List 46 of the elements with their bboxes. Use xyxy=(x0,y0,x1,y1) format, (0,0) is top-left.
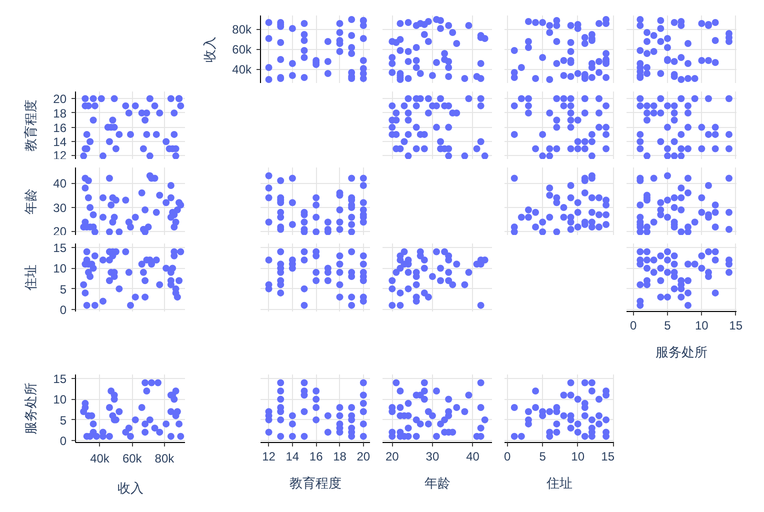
x-tick-label: 40k xyxy=(90,452,110,466)
y-tick-label: 80k xyxy=(232,22,252,36)
y-tick-label: 16 xyxy=(53,120,67,135)
y-axis-title: 年龄 xyxy=(23,188,38,214)
x-tick-label: 12 xyxy=(262,450,276,464)
y-tick-label: 20 xyxy=(53,92,67,106)
x-tick-label: 30 xyxy=(426,450,440,464)
y-tick-label: 5 xyxy=(60,282,67,296)
x-tick-label: 14 xyxy=(286,450,300,464)
x-axis-title: 收入 xyxy=(118,480,144,496)
y-tick-label: 30 xyxy=(53,200,67,215)
y-tick-label: 14 xyxy=(53,135,67,150)
x-tick-label: 40 xyxy=(466,450,480,464)
x-tick-label: 5 xyxy=(539,450,546,464)
x-axis-title: 年龄 xyxy=(424,476,450,490)
x-tick-label: 10 xyxy=(571,450,585,464)
x-axis-title: 服务处所 xyxy=(656,344,708,360)
y-tick-label: 40k xyxy=(232,62,252,76)
x-tick-label: 10 xyxy=(694,318,709,332)
y-axis-title: 服务处所 xyxy=(23,382,38,434)
y-axis-title: 教育程度 xyxy=(23,100,38,152)
x-axis-title: 住址 xyxy=(546,476,572,490)
x-tick-label: 0 xyxy=(630,318,637,332)
y-axis-title: 收入 xyxy=(202,36,218,62)
y-tick-label: 10 xyxy=(53,392,67,407)
y-tick-label: 40 xyxy=(53,176,67,191)
y-tick-label: 60k xyxy=(232,42,252,56)
y-tick-label: 15 xyxy=(53,241,67,256)
y-tick-label: 10 xyxy=(53,262,67,276)
x-tick-label: 20 xyxy=(385,450,400,464)
x-tick-label: 60k xyxy=(122,452,143,466)
y-tick-label: 0 xyxy=(60,434,67,448)
x-tick-label: 5 xyxy=(664,318,672,332)
x-tick-label: 16 xyxy=(309,450,324,464)
y-axis-title: 住址 xyxy=(23,264,38,292)
y-tick-label: 15 xyxy=(53,372,67,386)
y-tick-label: 5 xyxy=(60,413,67,428)
x-tick-label: 15 xyxy=(601,450,615,464)
x-tick-label: 20 xyxy=(356,450,370,464)
x-tick-label: 18 xyxy=(333,450,347,464)
x-axis-title: 教育程度 xyxy=(290,476,342,490)
y-tick-label: 18 xyxy=(53,106,67,120)
y-tick-label: 0 xyxy=(60,302,67,317)
x-tick-label: 15 xyxy=(729,318,743,332)
x-tick-label: 80k xyxy=(154,452,176,466)
x-tick-label: 0 xyxy=(504,450,511,464)
